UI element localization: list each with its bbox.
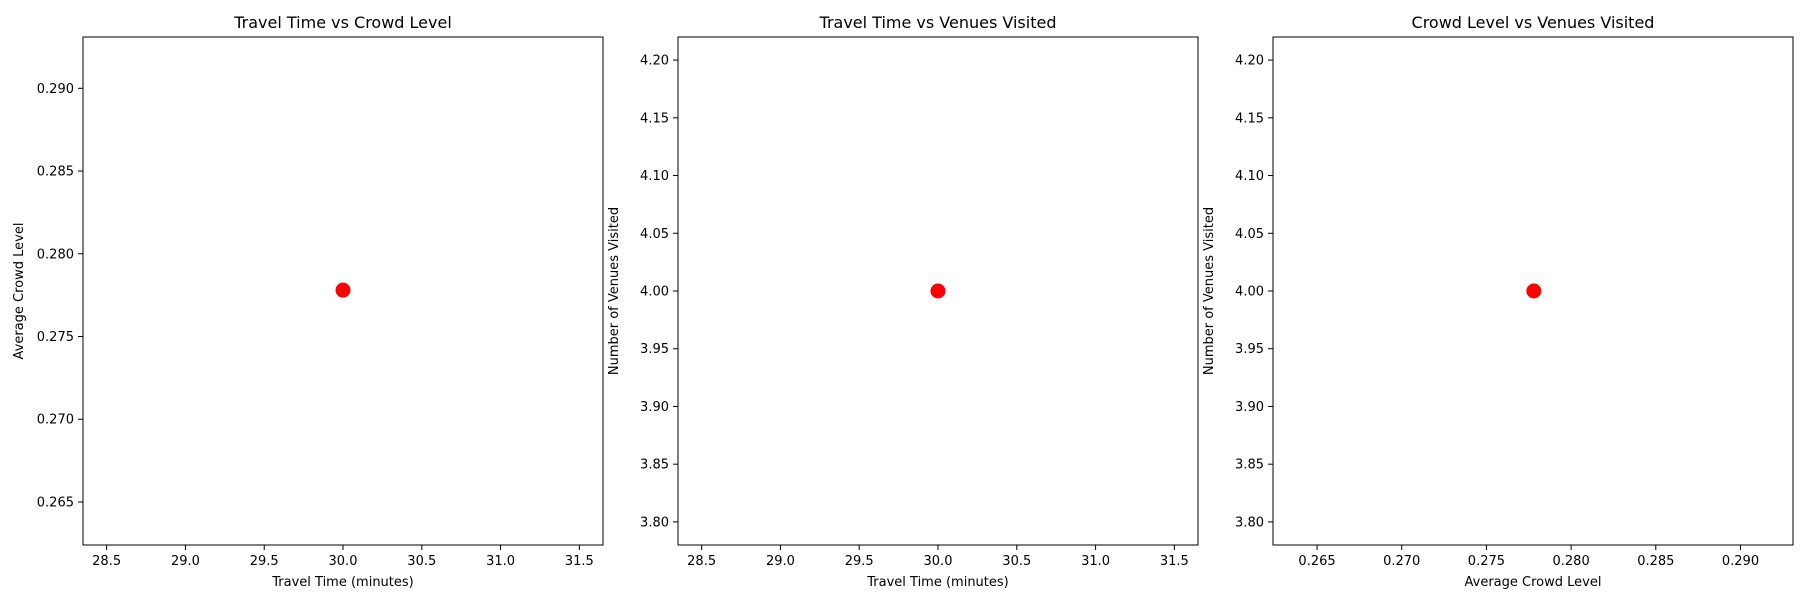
data-point [335, 282, 351, 298]
chart-panel-3: Crowd Level vs Venues Visited 0.265 0.270 0… [1202, 13, 1794, 590]
y-axis-label: Number of Venues Visited [607, 207, 622, 375]
y-tick-label: 0.290 [37, 82, 74, 97]
x-tick-label: 0.285 [1637, 554, 1674, 569]
x-tick-label: 28.5 [687, 554, 716, 569]
y-tick-label: 4.00 [1235, 285, 1264, 300]
x-tick-label: 0.275 [1468, 554, 1505, 569]
y-tick-label: 0.265 [37, 495, 74, 510]
chart-title: Travel Time vs Crowd Level [233, 13, 452, 32]
x-tick-label: 30.0 [924, 554, 953, 569]
y-tick-label: 4.10 [1235, 169, 1264, 184]
x-axis-label: Travel Time (minutes) [271, 575, 414, 590]
y-tick-label: 0.285 [37, 165, 74, 180]
y-tick-label: 3.85 [1235, 458, 1264, 473]
x-tick-label: 28.5 [92, 554, 121, 569]
x-tick-label: 31.0 [486, 554, 515, 569]
x-tick-label: 29.5 [250, 554, 279, 569]
y-tick-label: 0.275 [37, 330, 74, 345]
y-axis-label: Number of Venues Visited [1202, 207, 1217, 375]
x-tick-label: 0.280 [1553, 554, 1590, 569]
y-tick-label: 4.20 [1235, 54, 1264, 69]
chart-panel-2: Travel Time vs Venues Visited 28.5 29.0 29.… [607, 13, 1199, 590]
x-tick-label: 29.0 [766, 554, 795, 569]
chart-title: Crowd Level vs Venues Visited [1412, 13, 1655, 32]
y-tick-label: 4.15 [1235, 111, 1264, 126]
y-tick-label: 3.90 [1235, 400, 1264, 415]
x-tick-label: 31.5 [1160, 554, 1189, 569]
y-tick-label: 3.85 [640, 458, 669, 473]
chart-panel-1: Travel Time vs Crowd Level 28.5 29.0 29.5 30… [12, 13, 604, 590]
x-tick-label: 0.265 [1298, 554, 1335, 569]
y-tick-label: 0.280 [37, 247, 74, 262]
x-tick-label: 30.0 [329, 554, 358, 569]
data-point [1526, 283, 1542, 299]
x-tick-label: 30.5 [407, 554, 436, 569]
y-tick-label: 3.95 [1235, 342, 1264, 357]
x-tick-label: 29.5 [845, 554, 874, 569]
y-tick-label: 3.80 [1235, 515, 1264, 530]
chart-title: Travel Time vs Venues Visited [819, 13, 1057, 32]
x-tick-label: 0.290 [1722, 554, 1759, 569]
y-axis-label: Average Crowd Level [12, 223, 27, 360]
x-axis-label: Travel Time (minutes) [866, 575, 1009, 590]
y-tick-label: 4.10 [640, 169, 669, 184]
y-tick-label: 3.80 [640, 515, 669, 530]
x-tick-label: 31.0 [1081, 554, 1110, 569]
x-axis-label: Average Crowd Level [1465, 575, 1602, 590]
y-tick-label: 3.95 [640, 342, 669, 357]
data-point [930, 283, 946, 299]
y-tick-label: 0.270 [37, 413, 74, 428]
y-tick-label: 4.20 [640, 54, 669, 69]
y-tick-label: 3.90 [640, 400, 669, 415]
x-tick-label: 29.0 [171, 554, 200, 569]
y-tick-label: 4.15 [640, 111, 669, 126]
x-tick-label: 30.5 [1002, 554, 1031, 569]
x-tick-label: 31.5 [565, 554, 594, 569]
y-tick-label: 4.05 [640, 227, 669, 242]
y-tick-label: 4.00 [640, 285, 669, 300]
y-tick-label: 4.05 [1235, 227, 1264, 242]
x-tick-label: 0.270 [1383, 554, 1420, 569]
